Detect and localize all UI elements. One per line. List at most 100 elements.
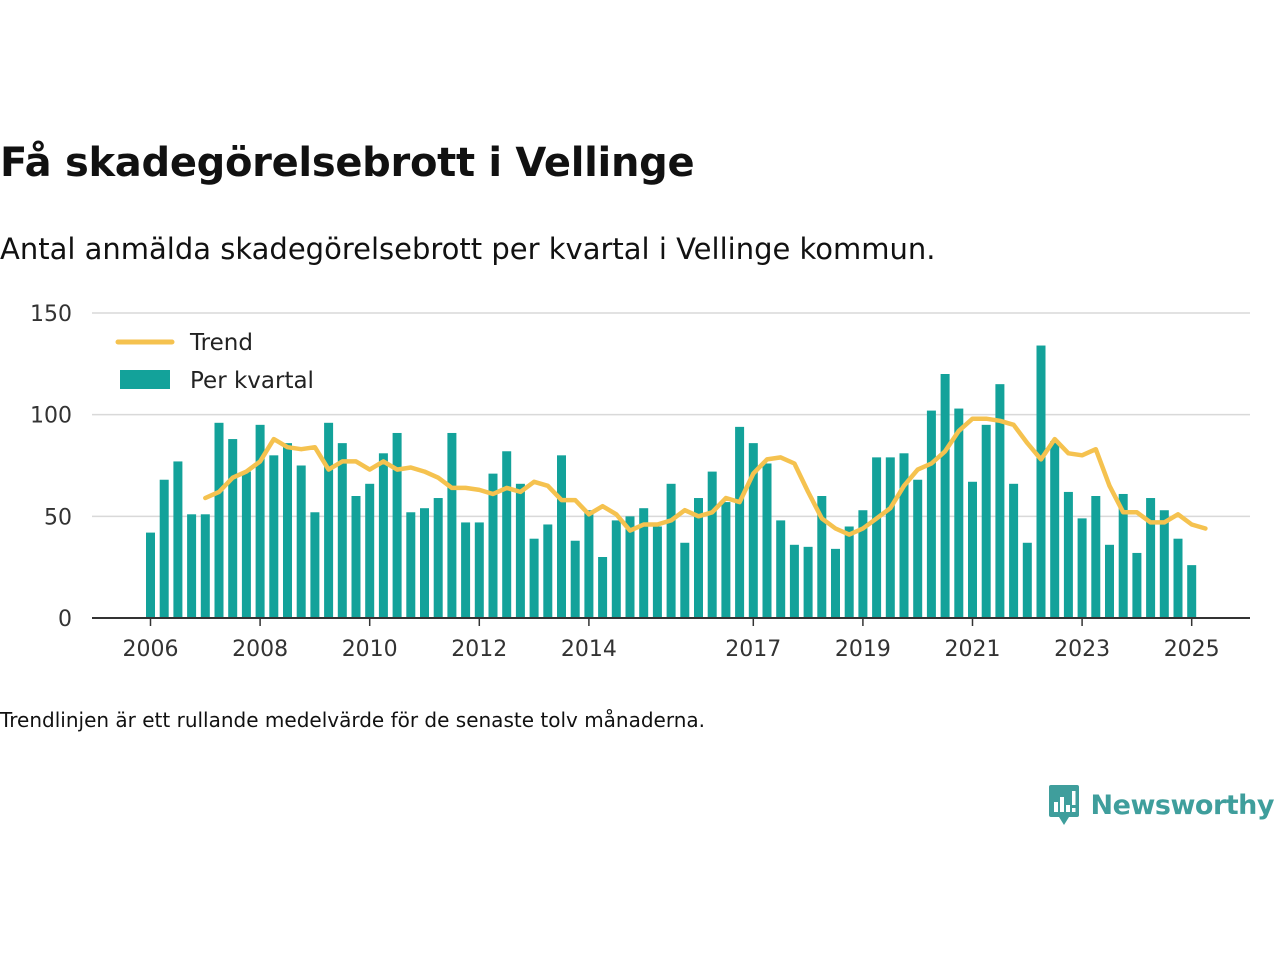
x-tick-label: 2014 <box>561 637 617 662</box>
trend-line-group <box>203 416 1208 537</box>
bar <box>885 457 895 618</box>
trend-line <box>203 416 1208 537</box>
bar <box>584 510 594 618</box>
bar <box>721 502 731 618</box>
x-tick-label: 2010 <box>342 637 398 662</box>
bar <box>1105 544 1114 618</box>
bar <box>680 542 690 618</box>
bar <box>1187 565 1197 618</box>
bar <box>543 524 553 618</box>
bar <box>447 432 457 618</box>
bar <box>365 483 375 618</box>
bar <box>1146 498 1156 618</box>
brand-logo: Newsworthy <box>1047 782 1275 828</box>
bar <box>488 473 498 618</box>
bar <box>913 479 923 618</box>
bar <box>474 522 484 618</box>
bar <box>433 498 443 618</box>
bar <box>968 481 977 618</box>
legend-trend-label: Trend <box>189 330 253 356</box>
y-tick-label: 50 <box>44 505 72 530</box>
bar <box>420 508 429 618</box>
bar <box>789 544 799 618</box>
y-tick-label: 150 <box>30 302 72 327</box>
bar <box>187 514 197 618</box>
bar <box>776 520 786 618</box>
bar <box>858 510 868 618</box>
bar <box>461 522 471 618</box>
bar <box>926 410 936 618</box>
bar <box>515 483 525 618</box>
bar <box>694 498 703 618</box>
chart-subtitle: Antal anmälda skadegörelsebrott per kvar… <box>0 232 936 266</box>
bar <box>1077 518 1087 618</box>
bar <box>611 520 621 618</box>
bar <box>146 532 155 618</box>
bar <box>666 483 676 618</box>
bar <box>159 479 169 618</box>
bar <box>762 463 772 618</box>
bar <box>241 471 251 618</box>
bar <box>1159 510 1169 618</box>
footnote: Trendlinjen är ett rullande medelvärde f… <box>0 708 706 732</box>
bar <box>337 443 347 618</box>
bar <box>283 443 292 618</box>
legend-bar-label: Per kvartal <box>190 368 314 394</box>
bar <box>803 546 813 618</box>
bar <box>502 451 512 618</box>
x-tick-label: 2023 <box>1054 637 1110 662</box>
legend: Trend Per kvartal <box>115 330 314 394</box>
bar <box>214 422 224 618</box>
y-tick-label: 100 <box>30 404 72 429</box>
legend-bar-swatch <box>120 370 170 389</box>
bar <box>872 457 882 618</box>
x-tick-label: 2008 <box>232 637 288 662</box>
bar <box>735 426 745 618</box>
bar <box>1022 542 1032 618</box>
axes: 2006 2008 2010 2012 2014 2017 2019 2021 2023 2025 <box>92 617 1250 662</box>
bar <box>269 455 279 618</box>
bar <box>707 471 717 618</box>
bar <box>296 465 306 618</box>
bar <box>255 424 265 618</box>
bar <box>1173 538 1183 618</box>
bar <box>831 548 840 618</box>
bar <box>981 424 991 618</box>
brand-name: Newsworthy <box>1090 789 1275 821</box>
bar <box>954 408 964 618</box>
bar <box>1050 441 1060 618</box>
bar <box>748 443 758 618</box>
bar <box>899 453 909 618</box>
bar <box>406 512 416 618</box>
bar <box>995 384 1005 618</box>
bar <box>529 538 539 618</box>
bar <box>598 557 608 618</box>
newsworthy-logo-icon <box>1048 785 1079 825</box>
bar <box>625 516 635 618</box>
bar <box>200 514 210 618</box>
bar <box>173 461 183 618</box>
bar <box>557 455 566 618</box>
bar <box>378 453 388 618</box>
bar <box>310 512 320 618</box>
x-tick-label: 2025 <box>1164 637 1220 662</box>
bar <box>1036 345 1046 618</box>
bar <box>940 374 950 618</box>
bar <box>1132 552 1142 618</box>
bar <box>228 439 238 618</box>
bars <box>146 345 1197 618</box>
bar <box>639 508 649 618</box>
x-tick-label: 2021 <box>945 637 1001 662</box>
y-tick-label: 0 <box>58 607 72 632</box>
x-tick-label: 2019 <box>835 637 891 662</box>
bar <box>1063 491 1073 618</box>
bar <box>844 526 854 618</box>
bar <box>1091 496 1101 618</box>
bar <box>1118 493 1128 618</box>
bar <box>392 432 402 618</box>
bar <box>324 422 334 618</box>
x-tick-label: 2006 <box>123 637 179 662</box>
bar <box>817 496 827 618</box>
bar <box>351 496 361 618</box>
